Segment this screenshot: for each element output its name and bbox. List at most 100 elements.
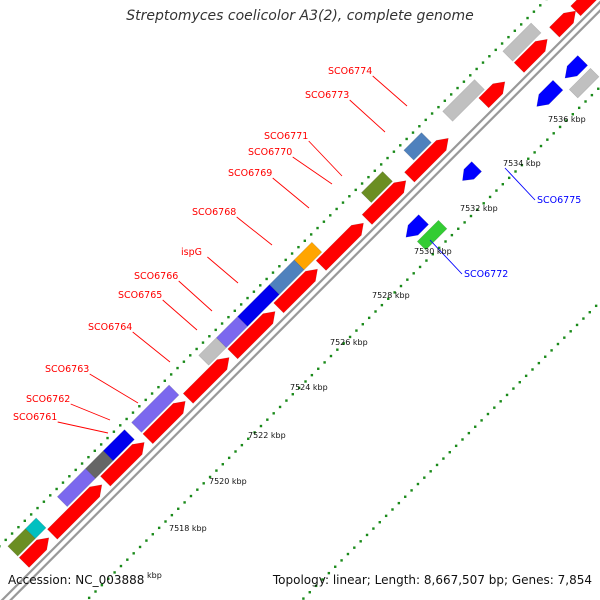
tick-dot [482, 202, 485, 205]
tick-dot [590, 93, 594, 97]
tick-dot [348, 195, 351, 198]
gene-arrow-forward[interactable] [273, 268, 318, 314]
tick-dot [391, 508, 394, 511]
tick-dot [321, 578, 324, 581]
tick-dot [278, 405, 282, 409]
tick-dot [512, 387, 515, 390]
tick-dot [87, 455, 90, 459]
gene-arrow-reverse[interactable] [536, 79, 564, 107]
tick-dot [577, 106, 581, 110]
tick-dot [221, 463, 224, 466]
tick-dot [463, 221, 466, 224]
tick-dot [259, 424, 263, 428]
gene-arrow-forward[interactable] [100, 441, 145, 487]
tick-dot [132, 552, 135, 555]
tick-dot [418, 125, 421, 128]
tick-label: 7532 kbp [460, 204, 498, 213]
gene-box-category[interactable] [502, 22, 542, 62]
gene-label-forward: SCO6762 [26, 394, 70, 405]
gene-box-category[interactable] [293, 241, 323, 271]
tick-dot [539, 4, 542, 7]
gene-label-forward: SCO6768 [192, 207, 236, 218]
tick-dot [265, 277, 268, 281]
gene-box-category[interactable] [131, 384, 180, 433]
tick-dot [397, 501, 401, 505]
tick-dot [176, 366, 179, 370]
tick-dot [195, 347, 198, 351]
gene-arrow-forward[interactable] [142, 400, 186, 445]
tick-dot [106, 436, 109, 440]
gene-arrow-forward[interactable] [315, 222, 364, 271]
gene-box-category[interactable] [442, 79, 485, 122]
tick-dot [527, 157, 530, 160]
tick-dot [412, 272, 415, 275]
gene-arrow-forward[interactable] [182, 357, 230, 404]
tick-dot [360, 182, 364, 185]
tick-dot [169, 373, 173, 376]
tick-dot [565, 119, 568, 122]
leader-line [372, 75, 408, 107]
tick-dot [355, 329, 358, 332]
tick-dot [271, 271, 275, 274]
tick-dot [68, 475, 71, 478]
gene-box-category[interactable] [568, 67, 600, 99]
gene-arrow-reverse[interactable] [462, 161, 483, 182]
tick-dot [145, 539, 148, 542]
tick-dot [501, 183, 505, 186]
tick-dot [499, 400, 502, 403]
tick-label: 7528 kbp [372, 291, 410, 300]
gene-arrow-forward[interactable] [227, 311, 276, 360]
tick-dot [112, 430, 116, 433]
tick-dot [443, 99, 447, 102]
gene-arrow-reverse[interactable] [405, 214, 429, 238]
gene-label-forward: SCO6764 [88, 322, 132, 333]
tick-dot [285, 399, 288, 402]
gene-box-category[interactable] [403, 132, 432, 161]
tick-dot [531, 368, 534, 371]
tick-dot [316, 226, 319, 230]
tick-dot [575, 323, 579, 327]
tick-dot [182, 360, 186, 363]
tick-dot [177, 507, 180, 510]
tick-dot [546, 138, 549, 141]
gene-box-category[interactable] [25, 517, 47, 539]
tick-label: 7524 kbp [290, 383, 328, 392]
tick-dot [556, 342, 560, 346]
tick-dot [399, 144, 402, 147]
gene-box-category[interactable] [102, 429, 135, 462]
gene-label-reverse: SCO6775 [537, 195, 581, 206]
tick-dot [291, 393, 294, 396]
gene-arrow-forward[interactable] [404, 137, 449, 183]
gene-box-category[interactable] [416, 219, 448, 251]
leader-line [236, 216, 273, 246]
tick-dot [346, 552, 350, 556]
gene-label-forward: SCO6765 [118, 290, 162, 301]
tick-dot [36, 506, 39, 510]
tick-dot [372, 527, 375, 530]
tick-dot [284, 258, 287, 262]
gene-arrow-forward[interactable] [478, 81, 506, 109]
leader-line [178, 280, 213, 312]
tick-dot [183, 501, 186, 504]
tick-dot [322, 220, 326, 223]
feature-layer[interactable] [7, 0, 600, 568]
leader-line [70, 403, 111, 421]
gene-arrow-forward[interactable] [570, 0, 600, 17]
tick-dot [493, 406, 496, 409]
gene-label-forward: SCO6769 [228, 168, 272, 179]
gene-arrow-reverse[interactable] [564, 55, 589, 79]
gene-arrow-forward[interactable] [18, 537, 50, 568]
tick-dot [437, 246, 441, 250]
tick-dot [252, 290, 256, 293]
tick-dot [214, 328, 217, 332]
tick-dot [456, 86, 459, 90]
tick-dot [594, 304, 598, 308]
gene-arrow-forward[interactable] [513, 38, 548, 73]
gene-arrow-forward[interactable] [361, 180, 407, 225]
tick-dot [481, 61, 485, 64]
gene-arrow-forward[interactable] [47, 484, 103, 540]
gene-box-category[interactable] [360, 171, 393, 204]
gene-arrow-forward[interactable] [549, 10, 577, 38]
